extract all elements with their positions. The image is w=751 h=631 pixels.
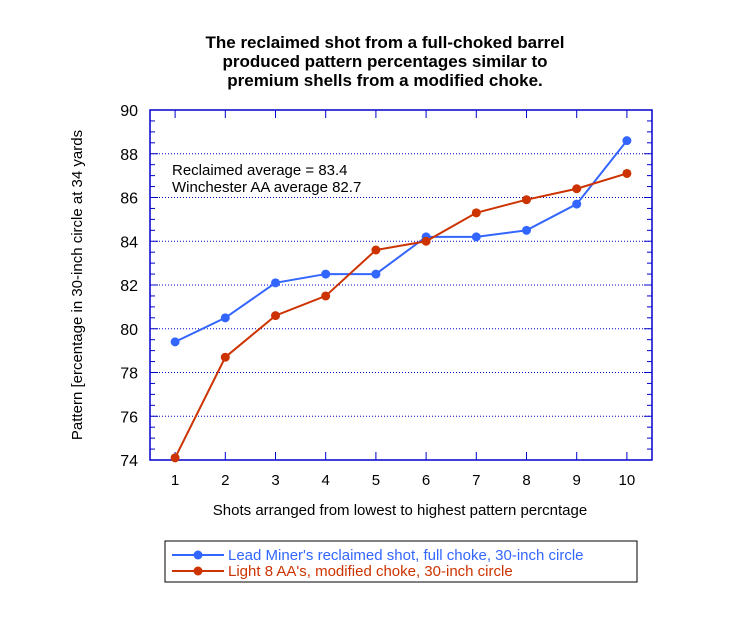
data-point xyxy=(522,225,531,235)
annotation: Winchester AA average 82.7 xyxy=(172,179,361,196)
data-point xyxy=(220,352,230,362)
plot-frame xyxy=(149,109,653,461)
y-tick-label: 80 xyxy=(120,322,138,339)
x-tick-label: 4 xyxy=(322,472,330,489)
data-point xyxy=(421,236,431,246)
x-tick-label: 6 xyxy=(422,472,430,489)
data-point xyxy=(271,311,280,321)
chart-title-line: premium shells from a modified choke. xyxy=(227,71,543,90)
data-point xyxy=(522,195,531,205)
data-point xyxy=(371,269,381,279)
x-tick-label: 9 xyxy=(573,472,581,489)
data-point xyxy=(371,245,381,255)
data-point xyxy=(321,269,331,279)
series-line xyxy=(174,140,628,343)
y-tick-label: 90 xyxy=(120,103,138,120)
data-point xyxy=(471,208,481,218)
legend-label: Light 8 AA's, modified choke, 30-inch ci… xyxy=(228,563,513,580)
x-axis-label: Shots arranged from lowest to highest pa… xyxy=(213,502,587,519)
x-tick-label: 1 xyxy=(171,472,179,489)
y-tick-label: 88 xyxy=(120,147,138,164)
x-tick-label: 8 xyxy=(522,472,530,489)
data-point xyxy=(170,337,180,347)
series-line xyxy=(174,172,628,459)
x-tick-label: 10 xyxy=(619,472,636,489)
y-tick-label: 76 xyxy=(120,409,138,426)
y-tick-label: 82 xyxy=(120,278,138,295)
chart-title-line: produced pattern percentages similar to xyxy=(223,52,548,71)
y-tick-label: 74 xyxy=(120,453,138,470)
data-point xyxy=(572,199,582,209)
x-tick-label: 5 xyxy=(372,472,380,489)
data-point xyxy=(622,168,632,178)
y-axis-label: Pattern [ercentage in 30-inch circle at … xyxy=(69,130,86,440)
data-point xyxy=(271,278,280,288)
chart-title-line: The reclaimed shot from a full-choked ba… xyxy=(206,33,565,52)
y-tick-label: 84 xyxy=(120,234,138,251)
legend-box xyxy=(164,540,638,583)
data-point xyxy=(622,136,632,146)
data-point xyxy=(170,453,180,463)
legend-label: Lead Miner's reclaimed shot, full choke,… xyxy=(228,547,584,564)
y-tick-label: 78 xyxy=(120,366,138,383)
x-tick-label: 2 xyxy=(221,472,229,489)
legend-marker xyxy=(193,566,203,576)
x-tick-label: 7 xyxy=(472,472,480,489)
annotation: Reclaimed average = 83.4 xyxy=(172,162,348,179)
legend-marker xyxy=(193,550,203,560)
data-point xyxy=(572,184,582,194)
y-tick-label: 86 xyxy=(120,191,138,208)
data-point xyxy=(220,313,230,323)
x-tick-label: 3 xyxy=(271,472,279,489)
data-point xyxy=(321,291,331,301)
data-point xyxy=(471,232,481,242)
